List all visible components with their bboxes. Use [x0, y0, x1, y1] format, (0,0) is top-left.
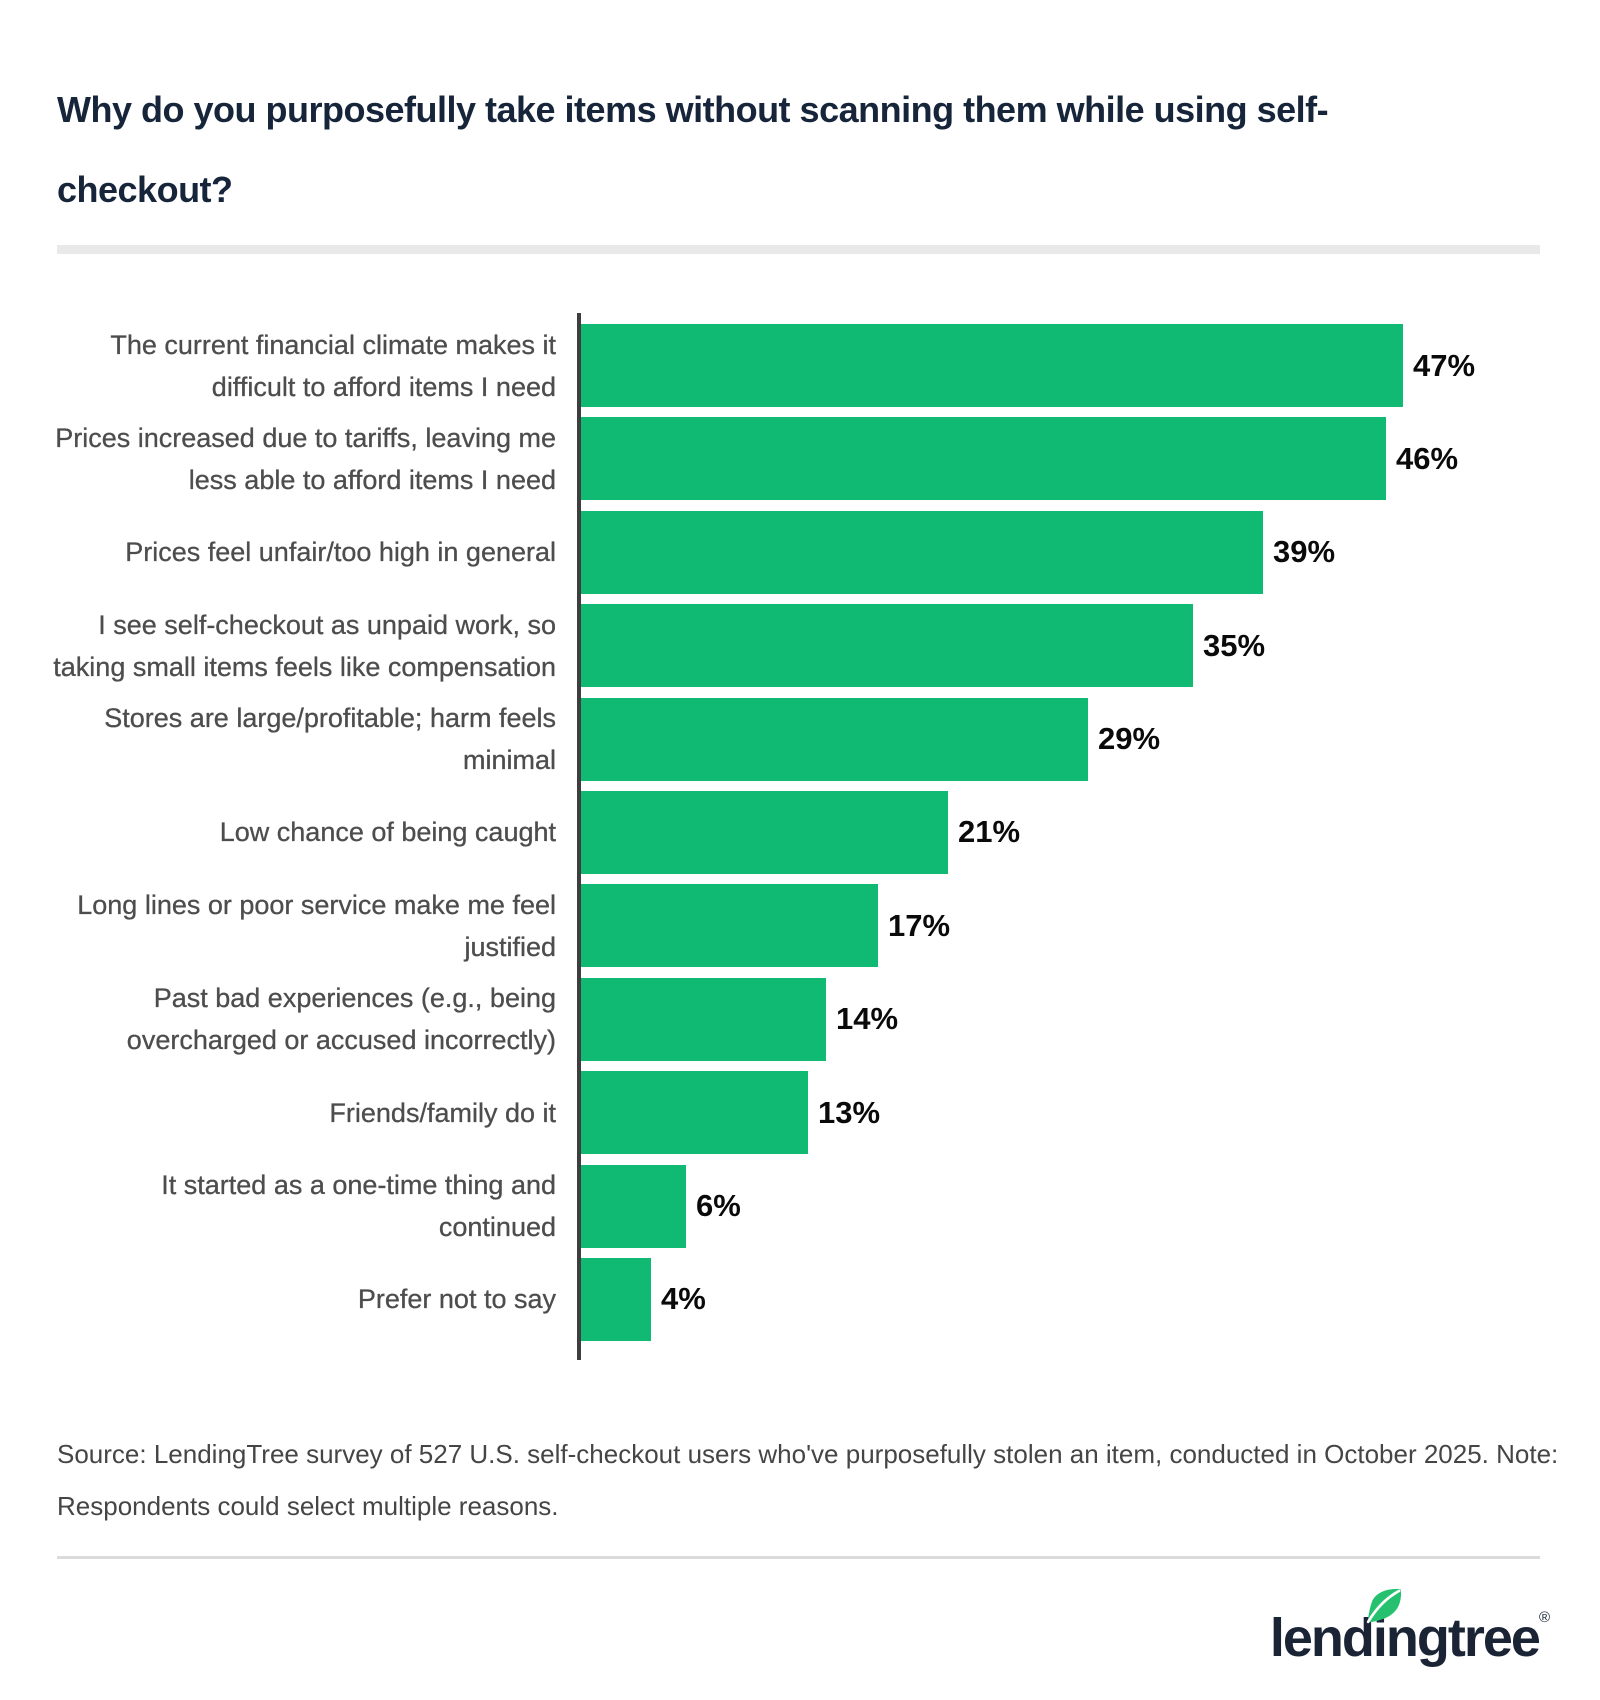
- bar-row: Friends/family do it 13%: [57, 1071, 1557, 1155]
- category-label: Friends/family do it: [57, 1092, 556, 1134]
- category-label: Stores are large/profitable; harm feels m…: [57, 697, 556, 781]
- bar: [581, 790, 948, 874]
- footer-divider: [57, 1556, 1540, 1559]
- chart-rows: The current financial climate makes it di…: [53, 324, 1557, 1351]
- value-label: 17%: [888, 907, 951, 943]
- bar-area: 4%: [581, 1257, 706, 1341]
- category-label-line: Low chance of being caught: [219, 817, 557, 848]
- lendingtree-logo: lendingtree®: [1269, 1588, 1550, 1688]
- bar-row: Prices feel unfair/too high in general 3…: [57, 510, 1557, 594]
- category-label-line: less able to afford items I need: [188, 464, 557, 495]
- bar-row: The current financial climate makes it di…: [57, 324, 1557, 407]
- category-label-line: overcharged or accused incorrectly): [126, 1025, 557, 1056]
- value-label: 4%: [661, 1281, 706, 1317]
- bar-area: 46%: [581, 417, 1459, 501]
- bar-area: 17%: [581, 884, 951, 968]
- category-label-line: Stores are large/profitable; harm feels: [104, 703, 556, 734]
- chart-title-line-2: checkout?: [57, 169, 233, 210]
- title-divider: [57, 245, 1540, 254]
- bar: [581, 604, 1193, 688]
- bar-row: Prices increased due to tariffs, leaving…: [55, 417, 1557, 501]
- bar-area: 6%: [581, 1164, 741, 1248]
- category-label-line: I see self-checkout as unpaid work, so: [98, 609, 556, 640]
- source-note-line-2: Respondents could select multiple reason…: [57, 1491, 559, 1521]
- category-label: Low chance of being caught: [57, 811, 557, 853]
- bar-row: I see self-checkout as unpaid work, so ta…: [53, 604, 1557, 688]
- category-label: Past bad experiences (e.g., being overcha…: [57, 977, 557, 1061]
- category-label-line: The current financial climate makes it: [110, 329, 556, 360]
- bar-row: Prefer not to say 4%: [57, 1257, 1557, 1341]
- value-label: 14%: [836, 1001, 899, 1037]
- source-note: Source: LendingTree survey of 527 U.S. s…: [57, 1428, 1558, 1532]
- value-label: 39%: [1273, 534, 1336, 570]
- bar: [581, 884, 878, 968]
- category-label-line: Prices feel unfair/too high in general: [125, 537, 556, 568]
- bar-area: 35%: [581, 604, 1266, 688]
- logo-wordmark: lendingtree: [1269, 1608, 1541, 1668]
- category-label: It started as a one-time thing and contin…: [57, 1164, 556, 1248]
- bar-row: Long lines or poor service make me feel j…: [57, 884, 1557, 968]
- bar-area: 21%: [581, 790, 1021, 874]
- bar-row: It started as a one-time thing and contin…: [57, 1164, 1557, 1248]
- bar-row: Stores are large/profitable; harm feels m…: [57, 697, 1557, 781]
- category-label-line: Prices increased due to tariffs, leaving…: [55, 422, 556, 453]
- bar: [581, 417, 1386, 501]
- bar-row: Past bad experiences (e.g., being overcha…: [57, 977, 1557, 1061]
- value-label: 46%: [1396, 440, 1459, 476]
- bar-area: 39%: [581, 510, 1336, 594]
- value-label: 13%: [818, 1094, 881, 1130]
- category-label: I see self-checkout as unpaid work, so ta…: [53, 604, 556, 688]
- category-label-line: difficult to afford items I need: [211, 371, 557, 402]
- bar: [581, 697, 1088, 781]
- chart-title: Why do you purposefully take items witho…: [57, 70, 1329, 230]
- value-label: 6%: [696, 1188, 741, 1224]
- bar-area: 13%: [581, 1071, 881, 1155]
- source-note-line-1: Source: LendingTree survey of 527 U.S. s…: [57, 1439, 1559, 1469]
- leaf-icon: [1366, 1588, 1401, 1624]
- bar: [581, 977, 826, 1061]
- category-label: Prices increased due to tariffs, leaving…: [55, 417, 557, 501]
- category-label-line: justified: [464, 931, 556, 962]
- value-label: 47%: [1413, 347, 1476, 383]
- bar-area: 29%: [581, 697, 1161, 781]
- bar: [581, 1071, 808, 1155]
- chart-title-line-1: Why do you purposefully take items witho…: [57, 89, 1329, 130]
- category-label-line: Friends/family do it: [329, 1097, 556, 1128]
- category-label: Prefer not to say: [57, 1278, 556, 1320]
- category-label: Prices feel unfair/too high in general: [57, 531, 556, 573]
- bar: [581, 510, 1263, 594]
- category-label: Long lines or poor service make me feel j…: [57, 884, 556, 968]
- bar: [581, 1257, 651, 1341]
- value-label: 29%: [1098, 721, 1161, 757]
- bar: [581, 1164, 686, 1248]
- category-label-line: Past bad experiences (e.g., being: [153, 983, 557, 1014]
- y-axis-line: [577, 313, 581, 1360]
- category-label-line: It started as a one-time thing and: [161, 1170, 556, 1201]
- value-label: 35%: [1203, 627, 1266, 663]
- registered-mark: ®: [1538, 1609, 1550, 1626]
- bar: [581, 324, 1403, 407]
- bar-area: 14%: [581, 977, 899, 1061]
- category-label-line: continued: [438, 1212, 556, 1243]
- bar-area: 47%: [581, 324, 1475, 407]
- category-label: The current financial climate makes it di…: [57, 324, 556, 408]
- category-label-line: taking small items feels like compensati…: [53, 651, 556, 682]
- value-label: 21%: [958, 814, 1021, 850]
- category-label-line: Long lines or poor service make me feel: [77, 889, 556, 920]
- bar-row: Low chance of being caught 21%: [57, 790, 1557, 874]
- category-label-line: Prefer not to say: [357, 1284, 556, 1315]
- category-label-line: minimal: [462, 745, 556, 776]
